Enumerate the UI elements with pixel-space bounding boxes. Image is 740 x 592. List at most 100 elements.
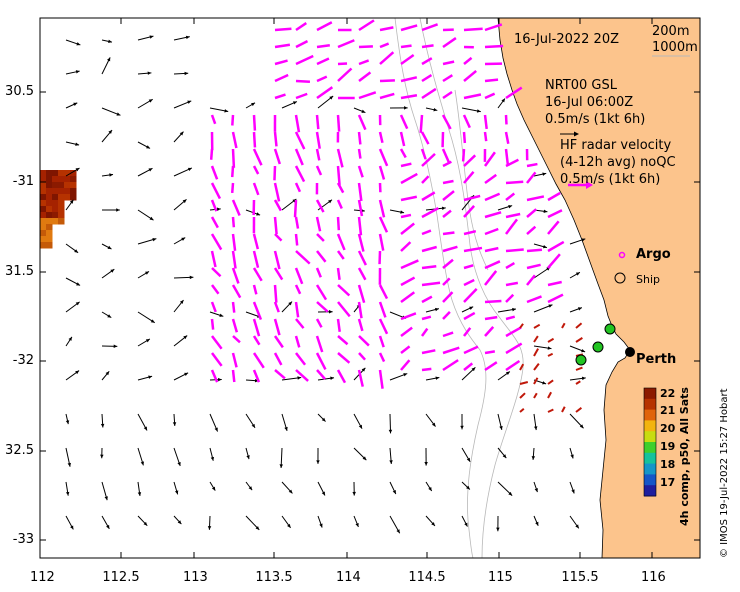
- current-arrowhead: [428, 487, 432, 492]
- credit-text: © IMOS 19-Jul-2022 15:27 Hobart: [719, 388, 730, 559]
- hf-radar-arrow: [463, 171, 475, 184]
- hf-radar-arrow: [421, 245, 438, 253]
- warm-current-arrow: [533, 392, 538, 399]
- hf-radar-arrow: [526, 263, 541, 270]
- current-arrowhead: [148, 375, 153, 379]
- ship-legend-label: Ship: [636, 273, 660, 286]
- hf-radar-arrow: [484, 246, 499, 253]
- hf-radar-arrow: [421, 44, 434, 49]
- hf-radar-arrow: [463, 278, 475, 287]
- current-arrowhead: [441, 206, 446, 211]
- hf-radar-arrow: [420, 148, 427, 160]
- hf-radar-arrow: [294, 284, 302, 295]
- hf-radar-arrow: [442, 60, 455, 66]
- hf-radar-arrow: [231, 267, 240, 284]
- y-tick-label: -33: [12, 532, 34, 547]
- warm-current-arrow: [575, 380, 581, 385]
- sst-pixel: [64, 182, 71, 189]
- current-arrowhead: [531, 456, 536, 460]
- sst-pixel: [40, 194, 47, 201]
- hf-radar-arrow: [210, 369, 219, 383]
- hf-radar-arrow: [337, 301, 351, 318]
- argo-float-marker[interactable]: [604, 323, 616, 335]
- hf-radar-arrow: [504, 148, 510, 167]
- current-arrowhead: [400, 210, 405, 214]
- current-arrowhead: [435, 376, 440, 380]
- perth-city-marker[interactable]: [625, 347, 635, 357]
- hf-radar-arrow: [210, 114, 217, 125]
- hf-radar-arrow: [547, 240, 565, 253]
- warm-current-arrow: [575, 322, 583, 329]
- hf-radar-arrow: [421, 87, 437, 100]
- current-arrowhead: [108, 130, 113, 134]
- hf-radar-legend-line1: HF radar velocity: [560, 138, 672, 153]
- hf-radar-arrow: [505, 293, 515, 303]
- current-arrowhead: [321, 417, 326, 422]
- hf-radar-arrow: [232, 335, 241, 344]
- hf-radar-arrow: [421, 57, 433, 66]
- hf-radar-arrow: [421, 349, 436, 355]
- colorbar-segment: [644, 474, 656, 486]
- hf-radar-arrows: [209, 19, 565, 389]
- current-arrowhead: [251, 102, 256, 107]
- sst-pixel: [46, 182, 53, 189]
- sst-pixel: [46, 188, 53, 195]
- sst-pixel: [64, 194, 71, 201]
- hf-radar-arrow: [273, 318, 281, 336]
- hf-radar-arrow: [463, 311, 476, 321]
- sst-pixel: [46, 206, 53, 213]
- hf-radar-arrow: [484, 92, 496, 100]
- hf-radar-arrow: [337, 284, 351, 297]
- argo-float-marker[interactable]: [592, 341, 604, 353]
- hf-radar-arrow: [419, 114, 424, 133]
- hf-radar-arrow: [337, 67, 353, 82]
- hf-radar-arrow: [230, 165, 235, 178]
- hf-radar-arrow: [357, 114, 367, 131]
- current-arrowhead: [476, 109, 481, 113]
- hf-radar-arrow: [378, 284, 389, 300]
- sst-pixel: [40, 188, 47, 195]
- hf-radar-arrow: [442, 179, 454, 185]
- hf-radar-arrow: [336, 114, 341, 132]
- hf-radar-arrow: [357, 182, 363, 202]
- hf-radar-arrow: [315, 216, 322, 232]
- current-arrowhead: [75, 168, 80, 172]
- current-arrowhead: [508, 204, 513, 209]
- current-arrowhead: [396, 529, 400, 534]
- current-arrowhead: [404, 106, 408, 110]
- hf-radar-arrow: [421, 295, 433, 304]
- current-arrowhead: [392, 490, 396, 495]
- current-arrowhead: [581, 238, 586, 242]
- warm-current-arrow: [519, 381, 529, 385]
- hf-radar-arrow: [547, 220, 560, 235]
- hf-radar-arrow: [337, 335, 349, 346]
- current-arrowhead: [146, 145, 151, 149]
- hf-radar-arrow: [400, 259, 419, 270]
- current-arrowhead: [292, 199, 297, 203]
- sst-pixel: [64, 170, 71, 177]
- current-arrowhead: [512, 307, 516, 312]
- x-tick-label: 112: [30, 570, 55, 585]
- hf-radar-arrow: [273, 352, 283, 366]
- current-arrowhead: [581, 376, 586, 381]
- date-label: 16-Jul-2022 20Z: [514, 32, 619, 47]
- current-arrowhead: [65, 420, 70, 425]
- current-arrowhead: [328, 199, 333, 204]
- current-arrowhead: [110, 269, 115, 273]
- sst-pixel: [40, 182, 47, 189]
- hf-radar-arrow: [231, 301, 236, 313]
- sst-pixel: [52, 176, 59, 183]
- current-arrowhead: [210, 456, 215, 461]
- current-arrowhead: [246, 455, 250, 460]
- colorbar-segment: [644, 431, 656, 443]
- argo-float-marker[interactable]: [575, 354, 587, 366]
- hf-radar-arrow: [505, 315, 516, 321]
- warm-current-arrow: [533, 348, 539, 357]
- current-arrowhead: [108, 39, 112, 44]
- sst-pixel: [40, 212, 47, 219]
- hf-radar-arrow: [463, 205, 476, 218]
- hf-radar-arrow: [358, 91, 377, 100]
- hf-radar-arrow: [378, 352, 386, 363]
- current-arrowhead: [501, 98, 505, 103]
- current-arrowhead: [219, 313, 224, 317]
